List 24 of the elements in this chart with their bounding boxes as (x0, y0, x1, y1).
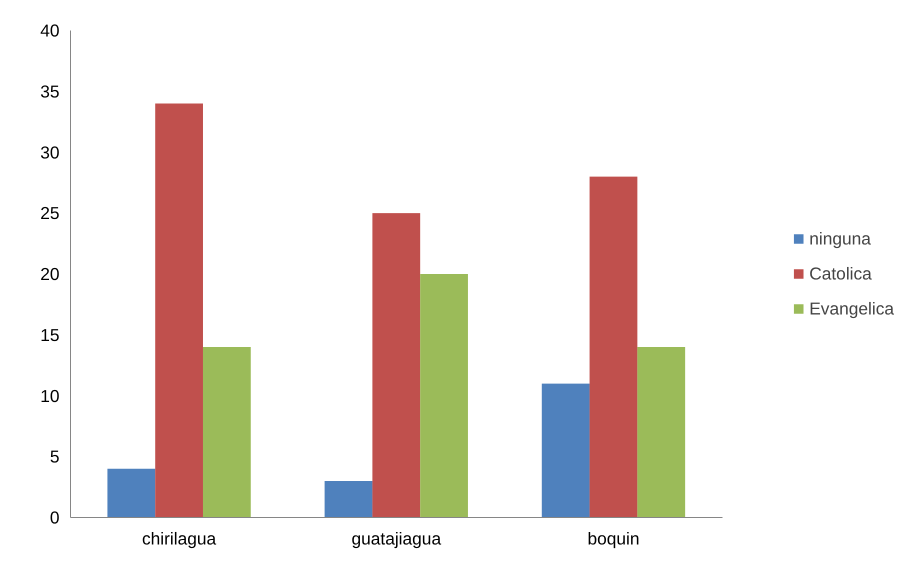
y-tick-label: 35 (40, 81, 60, 102)
y-tick-label: 5 (50, 446, 60, 467)
x-tick-label: chirilagua (142, 528, 217, 548)
bar (324, 480, 372, 518)
legend-label: Evangelica (809, 298, 894, 319)
bar (107, 468, 156, 518)
bar (542, 384, 590, 518)
y-tick-label: 15 (40, 324, 60, 345)
y-tick-label: 25 (40, 203, 60, 224)
bar (372, 213, 420, 518)
x-tick-label: boquin (587, 528, 640, 548)
y-tick-label: 0 (50, 508, 60, 528)
y-tick-label: 20 (40, 264, 60, 284)
y-tick-label: 40 (40, 20, 60, 40)
bar (637, 347, 686, 518)
y-tick-label: 30 (40, 142, 60, 162)
y-tick-label: 10 (40, 386, 60, 406)
legend-label: Catolica (809, 263, 872, 284)
bar (202, 347, 251, 518)
legend-label: ninguna (809, 228, 871, 249)
bar (420, 274, 468, 518)
bar (155, 104, 203, 518)
x-tick-label: guatajiagua (351, 528, 442, 548)
bar (590, 176, 638, 518)
